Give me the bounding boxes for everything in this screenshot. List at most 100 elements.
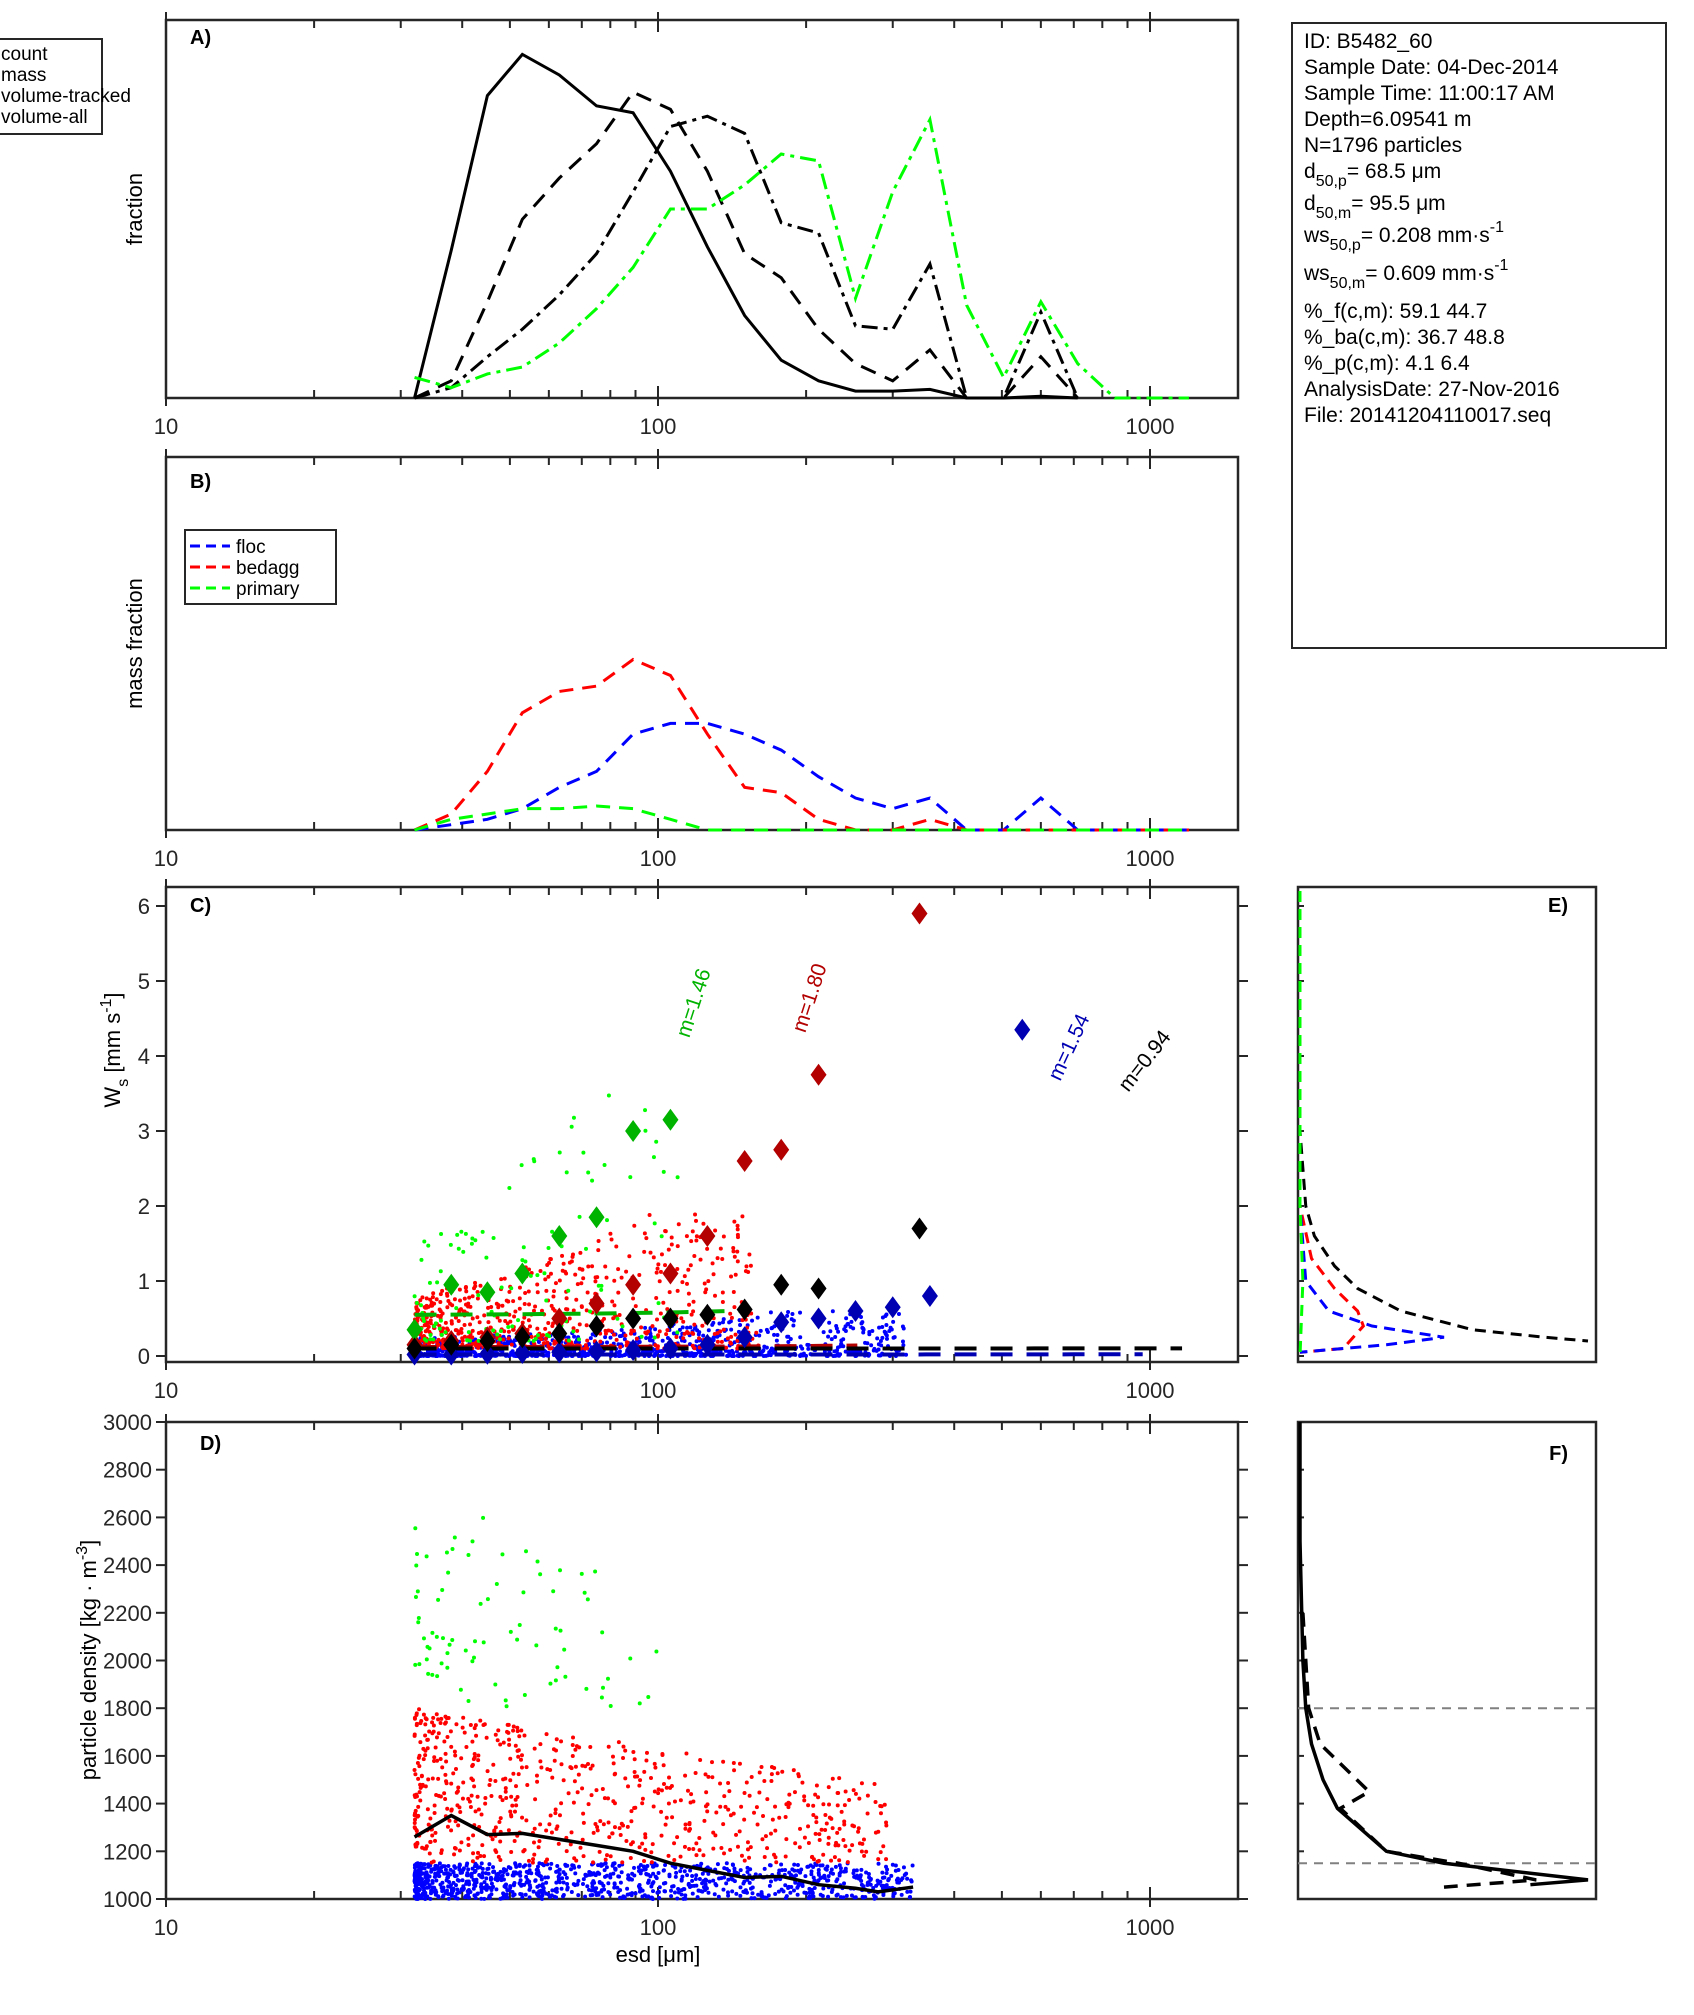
scatter-point-bedagg xyxy=(720,1256,725,1261)
scatter-point-floc xyxy=(612,1881,617,1886)
scatter-point-floc xyxy=(455,1887,460,1892)
scatter-point-bedagg xyxy=(780,1769,785,1774)
scatter-point-floc xyxy=(613,1866,618,1871)
scatter-point-floc xyxy=(654,1350,659,1355)
median-marker-floc xyxy=(847,1300,864,1322)
scatter-point-bedagg xyxy=(704,1790,709,1795)
scatter-point-primary xyxy=(646,1694,651,1699)
scatter-point-bedagg xyxy=(837,1776,842,1781)
scatter-point-bedagg xyxy=(732,1305,737,1310)
scatter-point-floc xyxy=(645,1863,650,1868)
scatter-point-bedagg xyxy=(634,1336,639,1341)
scatter-point-bedagg xyxy=(497,1820,502,1825)
scatter-point-floc xyxy=(466,1895,471,1900)
scatter-point-bedagg xyxy=(557,1813,562,1818)
scatter-point-floc xyxy=(758,1328,763,1333)
scatter-point-bedagg xyxy=(415,1761,420,1766)
scatter-point-floc xyxy=(434,1878,439,1883)
scatter-point-bedagg xyxy=(637,1845,642,1850)
scatter-point-bedagg xyxy=(457,1848,462,1853)
scatter-point-bedagg xyxy=(814,1815,819,1820)
scatter-point-floc xyxy=(619,1334,624,1339)
scatter-point-bedagg xyxy=(650,1324,655,1329)
scatter-point-floc xyxy=(864,1870,869,1875)
scatter-point-floc xyxy=(531,1889,536,1894)
scatter-point-floc xyxy=(682,1869,687,1874)
scatter-point-bedagg xyxy=(611,1316,616,1321)
scatter-point-bedagg xyxy=(413,1772,418,1777)
scatter-point-floc xyxy=(798,1344,803,1349)
scatter-point-floc xyxy=(587,1869,592,1874)
scatter-point-floc xyxy=(800,1884,805,1889)
scatter-point-bedagg xyxy=(624,1343,629,1348)
scatter-point-floc xyxy=(717,1876,722,1881)
scatter-point-bedagg xyxy=(485,1769,490,1774)
scatter-point-bedagg xyxy=(648,1250,653,1255)
scatter-point-bedagg xyxy=(443,1320,448,1325)
scatter-point-primary xyxy=(615,1316,620,1321)
scatter-point-floc xyxy=(876,1342,881,1347)
scatter-point-bedagg xyxy=(829,1858,834,1863)
scatter-point-floc xyxy=(711,1320,716,1325)
scatter-point-bedagg xyxy=(536,1845,541,1850)
scatter-point-bedagg xyxy=(731,1290,736,1295)
scatter-point-bedagg xyxy=(511,1728,516,1733)
scatter-point-floc xyxy=(479,1889,484,1894)
scatter-point-bedagg xyxy=(606,1796,611,1801)
scatter-point-bedagg xyxy=(633,1304,638,1309)
scatter-point-bedagg xyxy=(754,1330,759,1335)
scatter-point-bedagg xyxy=(619,1275,624,1280)
median-marker-floc xyxy=(514,1342,531,1364)
scatter-point-floc xyxy=(447,1879,452,1884)
scatter-point-bedagg xyxy=(884,1823,889,1828)
scatter-point-bedagg xyxy=(694,1218,699,1223)
scatter-point-bedagg xyxy=(659,1252,664,1257)
scatter-point-primary xyxy=(628,1175,633,1180)
scatter-point-floc xyxy=(686,1881,691,1886)
scatter-point-bedagg xyxy=(425,1807,430,1812)
scatter-point-floc xyxy=(433,1863,438,1868)
scatter-point-bedagg xyxy=(519,1728,524,1733)
scatter-point-bedagg xyxy=(731,1249,736,1254)
scatter-point-bedagg xyxy=(722,1794,727,1799)
scatter-point-bedagg xyxy=(722,1851,727,1856)
scatter-point-floc xyxy=(762,1866,767,1871)
scatter-point-bedagg xyxy=(638,1778,643,1783)
scatter-point-bedagg xyxy=(554,1748,559,1753)
scatter-point-bedagg xyxy=(491,1762,496,1767)
scatter-point-floc xyxy=(622,1337,627,1342)
scatter-point-primary xyxy=(424,1554,429,1559)
scatter-point-floc xyxy=(569,1889,574,1894)
scatter-point-bedagg xyxy=(847,1848,852,1853)
scatter-point-floc xyxy=(464,1863,469,1868)
scatter-point-bedagg xyxy=(571,1308,576,1313)
scatter-point-bedagg xyxy=(478,1283,483,1288)
scatter-point-bedagg xyxy=(865,1793,870,1798)
scatter-point-bedagg xyxy=(806,1803,811,1808)
scatter-point-bedagg xyxy=(493,1732,498,1737)
scatter-point-bedagg xyxy=(824,1821,829,1826)
scatter-point-floc xyxy=(875,1878,880,1883)
scatter-point-primary xyxy=(439,1661,444,1666)
scatter-point-bedagg xyxy=(612,1825,617,1830)
scatter-point-floc xyxy=(599,1889,604,1894)
scatter-point-bedagg xyxy=(633,1805,638,1810)
scatter-point-floc xyxy=(685,1325,690,1330)
scatter-point-primary xyxy=(558,1568,563,1573)
scatter-point-bedagg xyxy=(648,1776,653,1781)
scatter-point-bedagg xyxy=(626,1784,631,1789)
scatter-point-floc xyxy=(606,1881,611,1886)
scatter-point-bedagg xyxy=(744,1780,749,1785)
scatter-point-floc xyxy=(867,1875,872,1880)
scatter-point-floc xyxy=(777,1868,782,1873)
scatter-point-floc xyxy=(778,1877,783,1882)
scatter-point-primary xyxy=(531,1157,536,1162)
scatter-point-bedagg xyxy=(737,1761,742,1766)
scatter-point-bedagg xyxy=(498,1816,503,1821)
scatter-point-bedagg xyxy=(575,1790,580,1795)
scatter-point-bedagg xyxy=(621,1755,626,1760)
scatter-point-primary xyxy=(516,1318,521,1323)
scatter-point-bedagg xyxy=(705,1809,710,1814)
scatter-point-primary xyxy=(600,1630,605,1635)
scatter-point-bedagg xyxy=(538,1759,543,1764)
